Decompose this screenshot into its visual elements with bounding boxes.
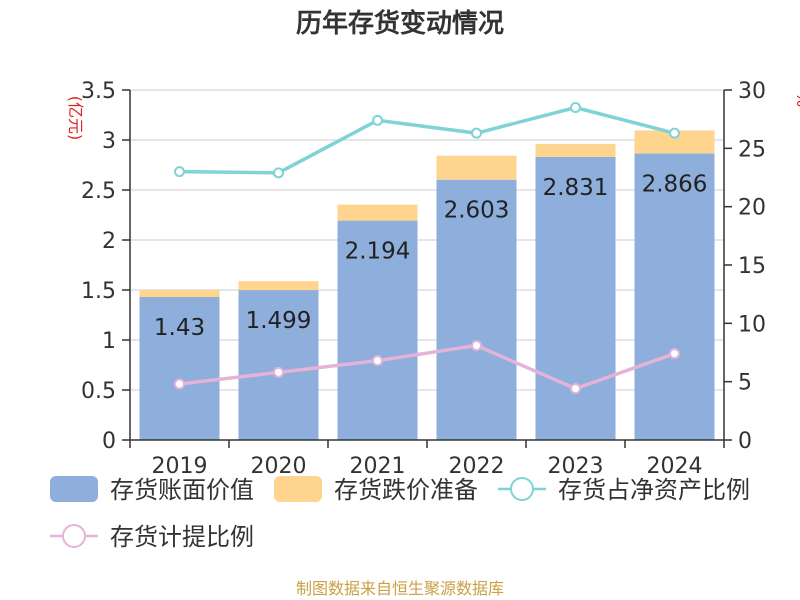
bar-value-label: 1.499 bbox=[246, 308, 312, 334]
left-axis-unit: (亿元) bbox=[66, 96, 85, 141]
legend-provision-ratio-swatch-marker[interactable] bbox=[62, 524, 86, 548]
bar-value-label: 2.194 bbox=[345, 239, 411, 265]
left-axis-tick-label: 1 bbox=[102, 329, 116, 354]
legend-book-value-swatch[interactable] bbox=[50, 476, 98, 502]
legend-impairment-swatch[interactable] bbox=[274, 476, 322, 502]
provision-ratio-point bbox=[273, 366, 284, 378]
left-axis-tick-label: 2 bbox=[102, 229, 116, 254]
net-asset-ratio-point bbox=[174, 166, 185, 178]
left-axis-tick-label: 0 bbox=[102, 429, 116, 454]
net-asset-ratio-point bbox=[273, 167, 284, 179]
provision-ratio-point bbox=[372, 355, 383, 367]
right-axis-tick-label: 10 bbox=[738, 312, 766, 337]
left-axis-tick-label: 3 bbox=[102, 129, 116, 154]
net-asset-ratio-point bbox=[471, 127, 482, 139]
right-axis-tick-label: 0 bbox=[738, 429, 752, 454]
bar-impairment bbox=[436, 155, 517, 180]
provision-ratio-point bbox=[471, 340, 482, 351]
x-axis-tick-label: 2024 bbox=[647, 454, 703, 479]
bar-value-label: 2.831 bbox=[543, 175, 609, 201]
bar-impairment bbox=[238, 281, 319, 291]
left-axis-tick-label: 1.5 bbox=[81, 279, 116, 304]
provision-ratio-point bbox=[174, 378, 185, 390]
net-asset-ratio-point bbox=[570, 102, 581, 113]
net-asset-ratio-line bbox=[179, 105, 675, 175]
bar-value-label: 2.866 bbox=[642, 171, 708, 197]
right-axis-tick-label: 20 bbox=[738, 196, 766, 221]
provision-ratio-point bbox=[570, 383, 581, 395]
bar-book-value bbox=[337, 220, 418, 440]
net-asset-ratio-point bbox=[372, 114, 383, 126]
axes: 0 0.5 1 1.5 2 2.5 3 3.5 0 5 10 15 20 25 30 (亿元)% 2019 202… bbox=[66, 79, 800, 479]
bar-impairment bbox=[337, 204, 418, 221]
right-axis-tick-label: 25 bbox=[738, 137, 766, 162]
bar-impairment bbox=[535, 143, 616, 157]
bar-impairment bbox=[139, 290, 220, 297]
right-axis-tick-label: 5 bbox=[738, 371, 752, 396]
left-axis-tick-label: 0.5 bbox=[81, 379, 116, 404]
gridlines bbox=[130, 89, 724, 441]
net-asset-ratio-point bbox=[669, 127, 680, 139]
x-axis-tick-label: 2023 bbox=[548, 454, 604, 479]
x-axis-tick-label: 2019 bbox=[152, 454, 208, 479]
legend-impairment-label[interactable]: 存货跌价准备 bbox=[334, 476, 478, 504]
right-axis-tick-label: 30 bbox=[738, 79, 766, 104]
bar-book-value bbox=[139, 297, 220, 440]
bar-value-label: 1.43 bbox=[154, 315, 205, 341]
legend-provision-ratio-label[interactable]: 存货计提比例 bbox=[110, 523, 254, 551]
value-labels: 1.43 1.499 2.194 2.603 2.831 2.866 bbox=[154, 171, 708, 341]
x-axis-tick-label: 2020 bbox=[251, 454, 307, 479]
bar-book-value bbox=[634, 153, 715, 440]
line-series bbox=[174, 102, 680, 395]
bar-impairment bbox=[634, 130, 715, 154]
right-axis-unit: % bbox=[793, 92, 800, 107]
x-axis-tick-label: 2021 bbox=[350, 454, 406, 479]
source-note: 制图数据来自恒生聚源数据库 bbox=[296, 579, 504, 598]
legend-net-asset-ratio-label[interactable]: 存货占净资产比例 bbox=[558, 476, 750, 504]
left-axis-tick-label: 3.5 bbox=[81, 79, 116, 104]
legend-net-asset-ratio-swatch-marker[interactable] bbox=[510, 477, 534, 501]
provision-ratio-point bbox=[669, 348, 680, 360]
right-axis-tick-label: 15 bbox=[738, 254, 766, 279]
bar-value-label: 2.603 bbox=[444, 198, 510, 224]
bar-book-value bbox=[238, 290, 319, 440]
provision-ratio-line bbox=[179, 343, 676, 391]
chart-title: 历年存货变动情况 bbox=[296, 8, 504, 39]
x-axis-tick-label: 2022 bbox=[449, 454, 505, 479]
legend-book-value-label[interactable]: 存货账面价值 bbox=[110, 476, 254, 504]
left-axis-tick-label: 2.5 bbox=[81, 179, 116, 204]
bars bbox=[139, 130, 715, 440]
bar-book-value bbox=[436, 179, 517, 440]
